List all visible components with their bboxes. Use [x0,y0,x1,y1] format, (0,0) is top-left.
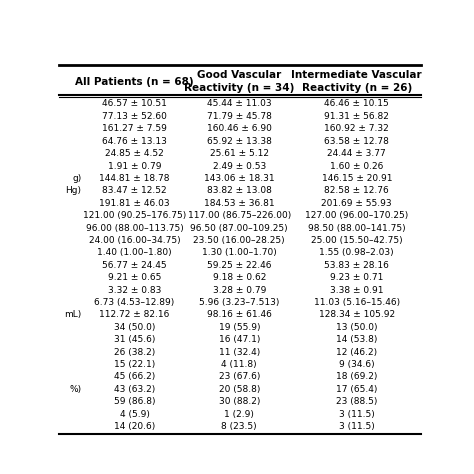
Text: 6.73 (4.53–12.89): 6.73 (4.53–12.89) [94,298,175,307]
Text: 3.38 ± 0.91: 3.38 ± 0.91 [330,286,383,295]
Text: 16 (47.1): 16 (47.1) [219,335,260,344]
Text: 63.58 ± 12.78: 63.58 ± 12.78 [324,137,389,146]
Text: 31 (45.6): 31 (45.6) [114,335,155,344]
Text: 23 (67.6): 23 (67.6) [219,373,260,382]
Text: 45.44 ± 11.03: 45.44 ± 11.03 [207,100,272,109]
Text: 127.00 (96.00–170.25): 127.00 (96.00–170.25) [305,211,409,220]
Text: 1.91 ± 0.79: 1.91 ± 0.79 [108,162,161,171]
Text: 12 (46.2): 12 (46.2) [336,347,377,356]
Text: 14 (53.8): 14 (53.8) [336,335,377,344]
Text: 11 (32.4): 11 (32.4) [219,347,260,356]
Text: 91.31 ± 56.82: 91.31 ± 56.82 [324,112,389,121]
Text: g): g) [72,174,82,183]
Text: 46.57 ± 10.51: 46.57 ± 10.51 [102,100,167,109]
Text: 5.96 (3.23–7.513): 5.96 (3.23–7.513) [199,298,280,307]
Text: 9.18 ± 0.62: 9.18 ± 0.62 [212,273,266,282]
Text: 98.50 (88.00–141.75): 98.50 (88.00–141.75) [308,224,406,233]
Text: 23 (88.5): 23 (88.5) [336,397,377,406]
Text: 65.92 ± 13.38: 65.92 ± 13.38 [207,137,272,146]
Text: 15 (22.1): 15 (22.1) [114,360,155,369]
Text: 20 (58.8): 20 (58.8) [219,385,260,394]
Text: %): %) [69,385,82,394]
Text: 30 (88.2): 30 (88.2) [219,397,260,406]
Text: 8 (23.5): 8 (23.5) [221,422,257,431]
Text: All Patients (n = 68): All Patients (n = 68) [75,76,194,87]
Text: 160.46 ± 6.90: 160.46 ± 6.90 [207,124,272,133]
Text: 3 (11.5): 3 (11.5) [339,410,374,419]
Text: 9 (34.6): 9 (34.6) [339,360,374,369]
Text: 144.81 ± 18.78: 144.81 ± 18.78 [100,174,170,183]
Text: 4 (5.9): 4 (5.9) [119,410,149,419]
Text: 25.61 ± 5.12: 25.61 ± 5.12 [210,149,269,158]
Text: 121.00 (90.25–176.75): 121.00 (90.25–176.75) [83,211,186,220]
Text: 25.00 (15.50–42.75): 25.00 (15.50–42.75) [311,236,402,245]
Text: Hg): Hg) [65,186,82,195]
Text: 160.92 ± 7.32: 160.92 ± 7.32 [324,124,389,133]
Text: 45 (66.2): 45 (66.2) [114,373,155,382]
Text: 71.79 ± 45.78: 71.79 ± 45.78 [207,112,272,121]
Text: 56.77 ± 24.45: 56.77 ± 24.45 [102,261,167,270]
Text: 77.13 ± 52.60: 77.13 ± 52.60 [102,112,167,121]
Text: 13 (50.0): 13 (50.0) [336,323,378,332]
Text: 53.83 ± 28.16: 53.83 ± 28.16 [324,261,389,270]
Text: 201.69 ± 55.93: 201.69 ± 55.93 [321,199,392,208]
Text: 1.55 (0.98–2.03): 1.55 (0.98–2.03) [319,248,394,257]
Text: 9.21 ± 0.65: 9.21 ± 0.65 [108,273,161,282]
Text: 191.81 ± 46.03: 191.81 ± 46.03 [99,199,170,208]
Text: 83.47 ± 12.52: 83.47 ± 12.52 [102,186,167,195]
Text: 146.15 ± 20.91: 146.15 ± 20.91 [321,174,392,183]
Text: 26 (38.2): 26 (38.2) [114,347,155,356]
Text: 11.03 (5.16–15.46): 11.03 (5.16–15.46) [314,298,400,307]
Text: Good Vascular
Reactivity (n = 34): Good Vascular Reactivity (n = 34) [184,70,294,93]
Text: 3.32 ± 0.83: 3.32 ± 0.83 [108,286,161,295]
Text: 96.50 (87.00–109.25): 96.50 (87.00–109.25) [191,224,288,233]
Text: 17 (65.4): 17 (65.4) [336,385,377,394]
Text: 24.00 (16.00–34.75): 24.00 (16.00–34.75) [89,236,181,245]
Text: 143.06 ± 18.31: 143.06 ± 18.31 [204,174,274,183]
Text: 3 (11.5): 3 (11.5) [339,422,374,431]
Text: 23.50 (16.00–28.25): 23.50 (16.00–28.25) [193,236,285,245]
Text: 34 (50.0): 34 (50.0) [114,323,155,332]
Text: 1.60 ± 0.26: 1.60 ± 0.26 [330,162,383,171]
Text: 46.46 ± 10.15: 46.46 ± 10.15 [324,100,389,109]
Text: 3.28 ± 0.79: 3.28 ± 0.79 [212,286,266,295]
Text: 24.44 ± 3.77: 24.44 ± 3.77 [328,149,386,158]
Text: 96.00 (88.00–113.75): 96.00 (88.00–113.75) [86,224,183,233]
Text: 1.30 (1.00–1.70): 1.30 (1.00–1.70) [202,248,277,257]
Text: 19 (55.9): 19 (55.9) [219,323,260,332]
Text: Intermediate Vascular
Reactivity (n = 26): Intermediate Vascular Reactivity (n = 26… [292,70,422,93]
Text: 98.16 ± 61.46: 98.16 ± 61.46 [207,310,272,319]
Text: 161.27 ± 7.59: 161.27 ± 7.59 [102,124,167,133]
Text: 4 (11.8): 4 (11.8) [221,360,257,369]
Text: 82.58 ± 12.76: 82.58 ± 12.76 [324,186,389,195]
Text: 14 (20.6): 14 (20.6) [114,422,155,431]
Text: 1 (2.9): 1 (2.9) [224,410,254,419]
Text: mL): mL) [64,310,82,319]
Text: 117.00 (86.75–226.00): 117.00 (86.75–226.00) [188,211,291,220]
Text: 18 (69.2): 18 (69.2) [336,373,377,382]
Text: 64.76 ± 13.13: 64.76 ± 13.13 [102,137,167,146]
Text: 184.53 ± 36.81: 184.53 ± 36.81 [204,199,274,208]
Text: 9.23 ± 0.71: 9.23 ± 0.71 [330,273,383,282]
Text: 59 (86.8): 59 (86.8) [114,397,155,406]
Text: 112.72 ± 82.16: 112.72 ± 82.16 [100,310,170,319]
Text: 128.34 ± 105.92: 128.34 ± 105.92 [319,310,395,319]
Text: 2.49 ± 0.53: 2.49 ± 0.53 [213,162,266,171]
Text: 59.25 ± 22.46: 59.25 ± 22.46 [207,261,272,270]
Text: 83.82 ± 13.08: 83.82 ± 13.08 [207,186,272,195]
Text: 1.40 (1.00–1.80): 1.40 (1.00–1.80) [97,248,172,257]
Text: 43 (63.2): 43 (63.2) [114,385,155,394]
Text: 24.85 ± 4.52: 24.85 ± 4.52 [105,149,164,158]
